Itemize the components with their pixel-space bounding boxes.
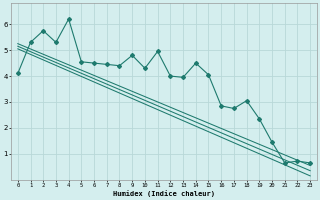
X-axis label: Humidex (Indice chaleur): Humidex (Indice chaleur)	[113, 190, 215, 197]
